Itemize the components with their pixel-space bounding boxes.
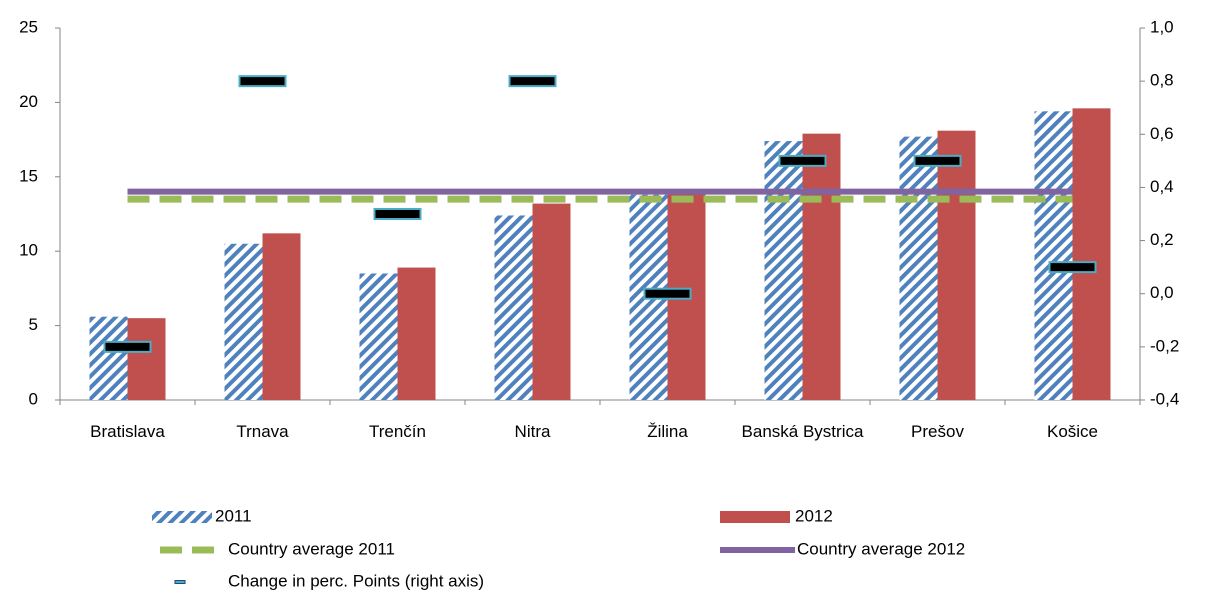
change-marker [508, 75, 557, 88]
legend-label: 2011 [215, 506, 252, 525]
y-tick-label: 15 [19, 166, 38, 185]
y2-tick-label: 0,0 [1150, 283, 1174, 302]
y-tick-label: 0 [29, 389, 38, 408]
x-tick-label: Trnava [236, 422, 289, 441]
bar [262, 233, 301, 400]
bar [397, 267, 436, 400]
change-marker [643, 287, 692, 300]
bar [532, 203, 571, 400]
bar [1072, 108, 1111, 401]
y2-tick-label: -0,2 [1150, 336, 1179, 355]
y2-tick-label: 0,4 [1150, 177, 1174, 196]
legend-label: Country average 2012 [797, 539, 965, 558]
bar [494, 215, 533, 400]
y2-tick-label: -0,4 [1150, 389, 1179, 408]
x-tick-label: Banská Bystrica [741, 422, 864, 441]
x-tick-label: Bratislava [90, 422, 165, 441]
change-marker [913, 154, 962, 167]
y-tick-label: 5 [29, 315, 38, 334]
y-tick-label: 25 [19, 17, 38, 36]
y2-tick-label: 0,6 [1150, 124, 1174, 143]
change-marker [103, 340, 152, 353]
legend-label: Country average 2011 [228, 539, 395, 558]
legend-swatch [720, 511, 790, 523]
bar [937, 130, 976, 400]
bar [764, 141, 803, 400]
change-marker [373, 208, 422, 220]
change-marker [1048, 261, 1097, 274]
legend-label: 2012 [795, 506, 833, 525]
y2-tick-label: 1,0 [1150, 17, 1174, 36]
bar [89, 316, 128, 400]
x-tick-label: Košice [1046, 422, 1099, 441]
y2-tick-label: 0,2 [1150, 230, 1174, 249]
bar [802, 133, 841, 400]
change-marker [778, 154, 827, 167]
x-tick-label: Trenčín [368, 422, 426, 441]
y-tick-label: 20 [19, 92, 38, 111]
bar [359, 273, 398, 400]
bar [224, 243, 263, 400]
legend-swatch [152, 511, 212, 523]
bar [899, 136, 938, 400]
x-tick-label: Nitra [514, 422, 551, 441]
bar [1034, 111, 1073, 400]
x-tick-label: Prešov [911, 422, 964, 441]
legend-swatch [174, 580, 186, 584]
y-tick-label: 10 [19, 241, 38, 260]
legend-label: Change in perc. Points (right axis) [228, 571, 484, 590]
bar [127, 318, 166, 400]
y2-tick-label: 0,8 [1150, 71, 1174, 90]
x-tick-label: Žilina [647, 422, 688, 441]
change-marker [238, 75, 287, 88]
